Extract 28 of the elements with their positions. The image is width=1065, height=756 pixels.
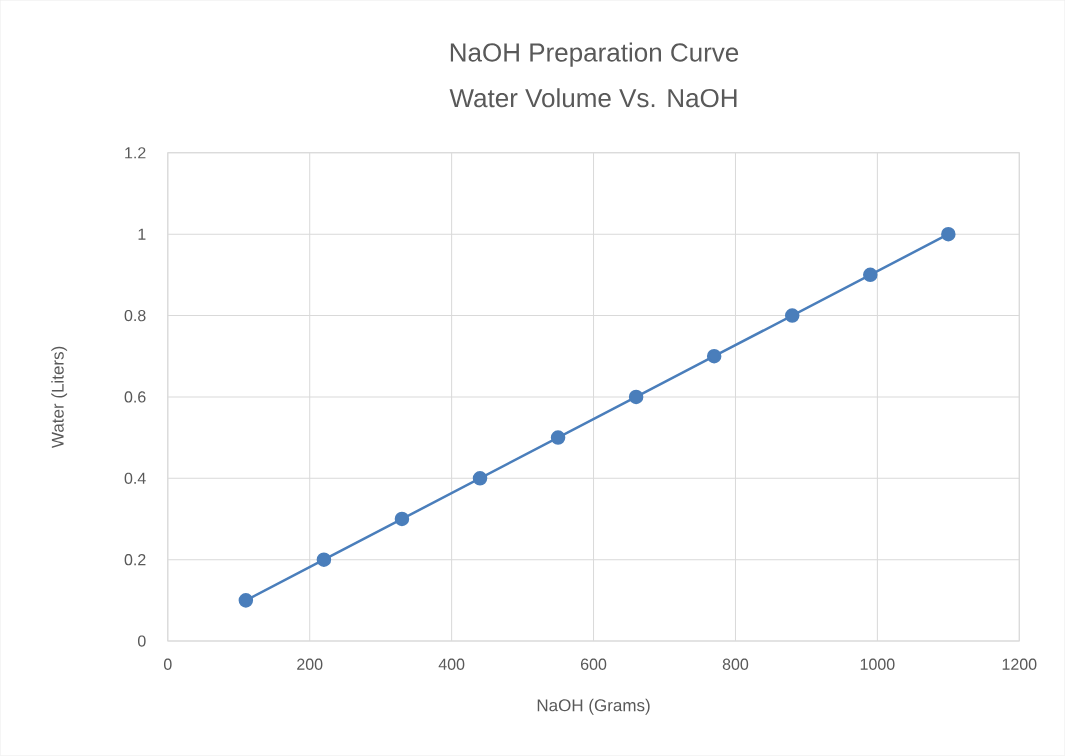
point (784, 308, 800, 323)
y-tick-label: 0.2 (124, 554, 146, 566)
x-tick-label: 1000 (860, 658, 895, 671)
y-tick-label: 0.4 (124, 472, 146, 485)
chart-title: NaOH Preparation Curve (450, 42, 739, 67)
y-tick-label: 1 (138, 228, 146, 240)
point (628, 389, 644, 405)
y-tick-label: 0.6 (124, 391, 146, 403)
y-axis-title: Water (Liters) (51, 346, 68, 449)
x-tick-label: 200 (297, 658, 323, 671)
x-tick-label: 1200 (1002, 658, 1037, 671)
y-tick-label: 0 (137, 635, 146, 647)
point (863, 267, 878, 283)
x-axis-title: NaOH (Grams) (537, 698, 650, 715)
y-tick-label: 1.2 (125, 147, 146, 159)
x-tick-label: 400 (438, 658, 465, 671)
point (472, 471, 488, 486)
y-tick-label: 0.8 (124, 309, 146, 322)
x-tick-label: 800 (722, 658, 749, 671)
point (941, 226, 956, 242)
point (550, 430, 566, 445)
chart-subtitle: Water Volume Vs. NaOH (449, 88, 737, 108)
point (316, 552, 332, 568)
point (394, 511, 410, 527)
x-tick-label: 0 (163, 658, 172, 671)
point (706, 349, 722, 364)
point (238, 593, 254, 608)
x-tick-label: 600 (581, 658, 607, 671)
